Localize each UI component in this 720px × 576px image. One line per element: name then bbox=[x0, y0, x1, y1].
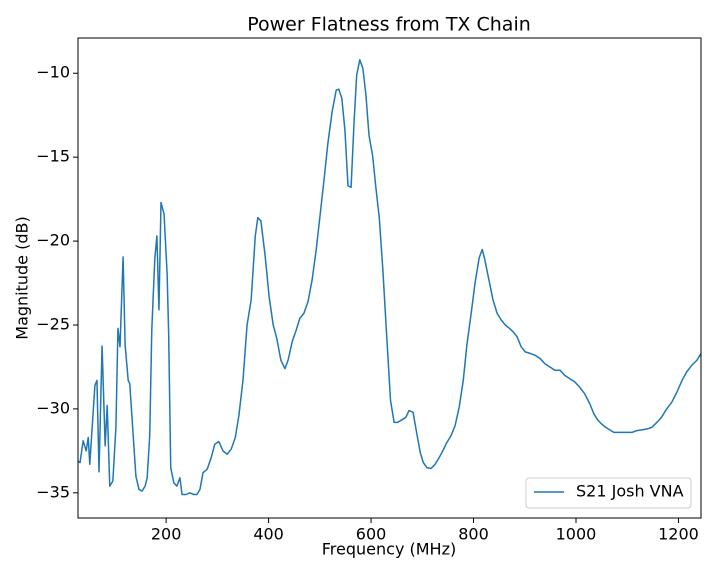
x-tick-label: 600 bbox=[356, 525, 387, 544]
data-line bbox=[77, 59, 702, 496]
x-axis-label: Frequency (MHz) bbox=[322, 540, 456, 559]
y-tick-label: −15 bbox=[36, 147, 70, 166]
y-tick-label: −35 bbox=[36, 482, 70, 501]
x-tick-label: 200 bbox=[151, 525, 182, 544]
plot-frame bbox=[77, 37, 702, 519]
y-tick-label: −30 bbox=[36, 398, 70, 417]
y-axis-label: Magnitude (dB) bbox=[13, 216, 32, 339]
y-tick-label: −20 bbox=[36, 231, 70, 250]
legend-box bbox=[525, 477, 692, 509]
y-tick-label: −25 bbox=[36, 314, 70, 333]
x-tick-label: 400 bbox=[253, 525, 284, 544]
y-tick-label: −10 bbox=[36, 63, 70, 82]
x-tick-label: 1200 bbox=[658, 525, 699, 544]
x-tick-label: 1000 bbox=[556, 525, 597, 544]
x-tick-label: 800 bbox=[458, 525, 489, 544]
chart-title: Power Flatness from TX Chain bbox=[247, 14, 531, 36]
legend-label: S21 Josh VNA bbox=[576, 482, 684, 501]
